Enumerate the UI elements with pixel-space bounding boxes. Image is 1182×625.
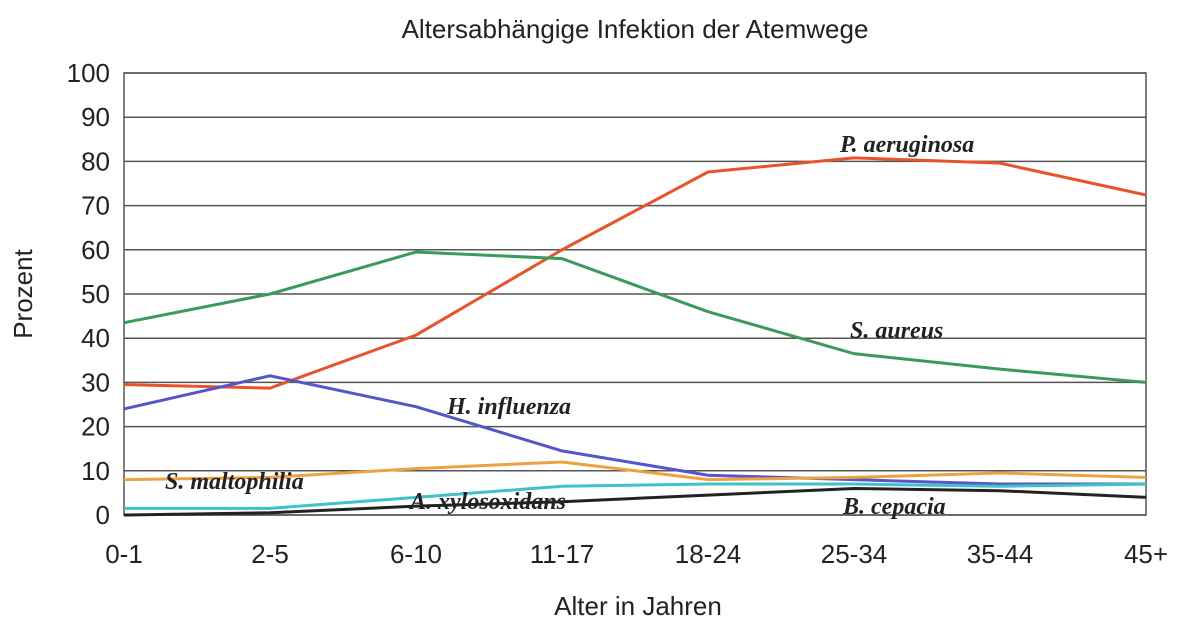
x-tick-label: 18-24 bbox=[675, 539, 742, 569]
x-tick-label: 0-1 bbox=[105, 539, 143, 569]
series-line bbox=[123, 250, 1147, 384]
y-axis-title: Prozent bbox=[8, 248, 38, 338]
series-label: H. influenza bbox=[446, 394, 571, 420]
x-tick-label: 11-17 bbox=[530, 539, 595, 569]
series-line bbox=[124, 482, 1147, 510]
x-tick-label: 45+ bbox=[1124, 539, 1168, 569]
y-tick-label: 20 bbox=[81, 412, 110, 442]
series-label: S. aureus bbox=[850, 318, 943, 344]
y-tick-label: 10 bbox=[81, 456, 110, 486]
y-tick-label: 60 bbox=[81, 235, 110, 265]
series-line bbox=[123, 156, 1147, 390]
y-tick-label: 70 bbox=[81, 191, 110, 221]
series-label: B. cepacia bbox=[842, 494, 946, 520]
x-axis-title: Alter in Jahren bbox=[554, 591, 722, 621]
plot-border bbox=[123, 72, 1147, 516]
x-tick-label: 35-44 bbox=[967, 539, 1034, 569]
y-tick-label: 100 bbox=[67, 58, 110, 88]
y-tick-label: 0 bbox=[96, 500, 110, 530]
series-line bbox=[123, 486, 1147, 517]
x-tick-label: 6-10 bbox=[390, 539, 442, 569]
series-label: S. maltophilia bbox=[165, 469, 304, 495]
y-tick-label: 30 bbox=[81, 367, 110, 397]
x-tick-label: 2-5 bbox=[251, 539, 289, 569]
series-label: P. aeruginosa bbox=[839, 132, 974, 158]
x-tick-label: 25-34 bbox=[821, 539, 888, 569]
series-label: A. xylosoxidans bbox=[408, 489, 566, 515]
y-tick-label: 90 bbox=[81, 102, 110, 132]
series-line bbox=[123, 460, 1147, 482]
y-tick-label: 40 bbox=[81, 323, 110, 353]
series-line bbox=[123, 374, 1146, 486]
y-tick-label: 50 bbox=[81, 279, 110, 309]
y-tick-label: 80 bbox=[81, 146, 110, 176]
chart-title: Altersabhängige Infektion der Atemwege bbox=[402, 14, 869, 44]
